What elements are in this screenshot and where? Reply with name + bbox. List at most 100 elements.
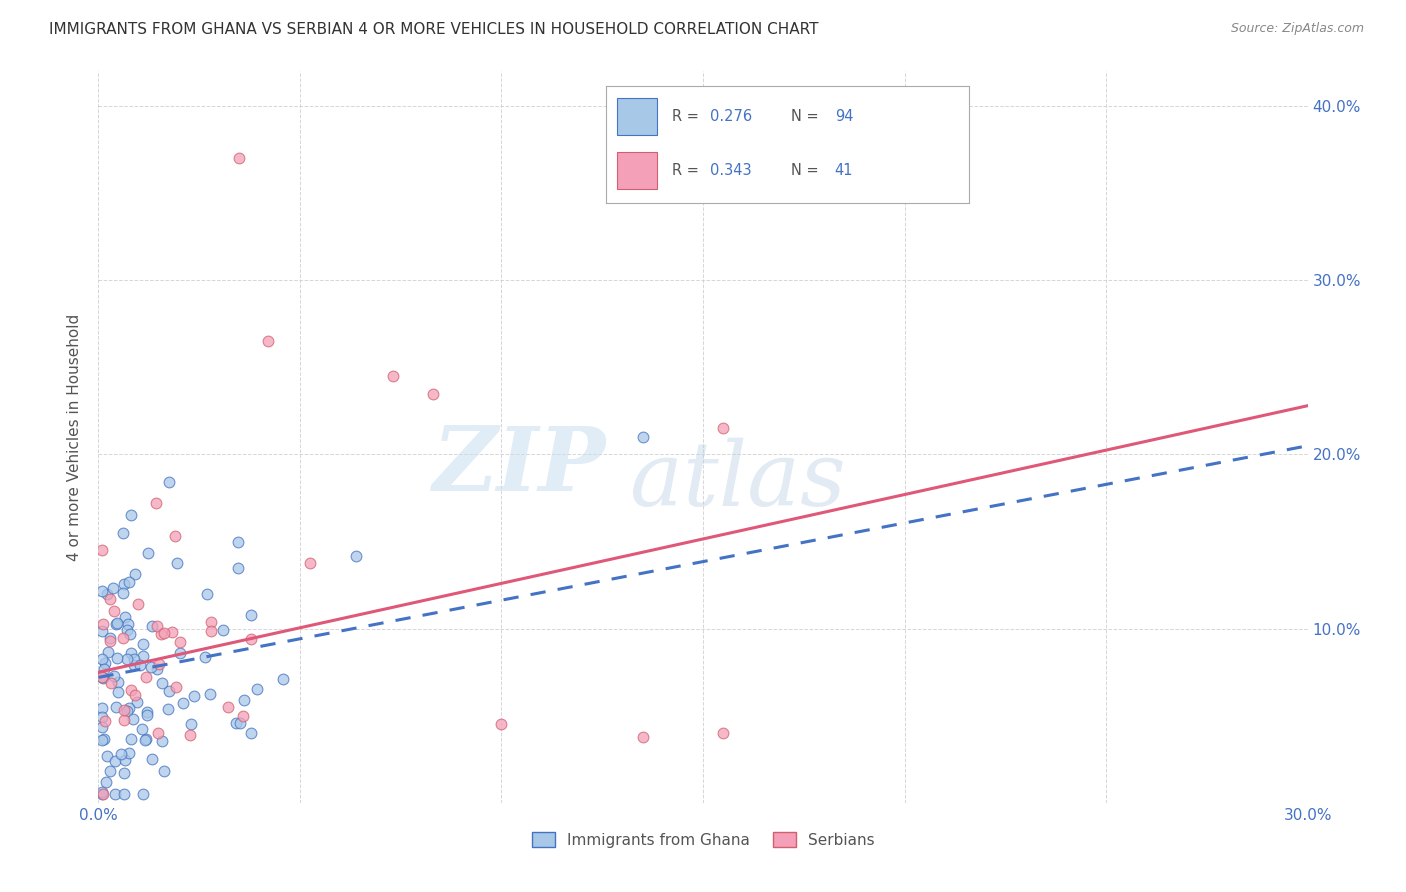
Point — [228, 561, 250, 575]
Point — [256, 334, 278, 349]
Point — [132, 787, 155, 801]
Point — [118, 575, 141, 590]
Point — [631, 730, 654, 744]
Point — [157, 475, 180, 489]
Point — [165, 680, 187, 694]
Point — [120, 682, 142, 697]
Point — [93, 731, 115, 746]
Point — [229, 715, 252, 730]
Point — [91, 671, 114, 685]
Point — [100, 764, 122, 778]
Point — [115, 624, 138, 638]
Point — [157, 684, 180, 698]
Point — [200, 615, 222, 630]
Point — [150, 734, 173, 748]
Point — [165, 529, 187, 543]
Point — [94, 656, 117, 670]
Point — [298, 556, 321, 570]
Point — [91, 651, 114, 665]
Point — [117, 616, 139, 631]
Point — [271, 673, 294, 687]
Point — [153, 626, 176, 640]
Point — [94, 775, 117, 789]
Point — [169, 646, 191, 660]
Point — [111, 632, 134, 646]
Point — [110, 747, 132, 761]
Point — [112, 713, 135, 727]
Point — [112, 577, 135, 591]
Point — [112, 787, 135, 801]
Point — [240, 607, 263, 622]
Point — [91, 670, 114, 684]
Point — [114, 765, 136, 780]
Point — [103, 582, 125, 596]
Point — [228, 152, 250, 166]
Point — [226, 535, 249, 549]
Point — [115, 651, 138, 665]
Point — [107, 675, 129, 690]
Point — [422, 386, 444, 401]
Point — [132, 649, 155, 664]
Point — [239, 726, 262, 740]
Point — [198, 687, 221, 701]
Point — [91, 624, 114, 639]
Point — [631, 430, 654, 444]
Text: ZIP: ZIP — [433, 423, 606, 509]
Point — [145, 619, 167, 633]
Point — [179, 728, 201, 742]
Point — [91, 710, 114, 724]
Point — [136, 546, 159, 560]
Point — [183, 690, 205, 704]
Point — [146, 661, 169, 675]
Point — [103, 669, 125, 683]
Point — [104, 754, 127, 768]
Point — [169, 634, 191, 648]
Point — [91, 584, 114, 599]
Point — [91, 670, 114, 684]
Point — [212, 623, 235, 637]
Point — [148, 726, 170, 740]
Point — [225, 716, 247, 731]
Point — [491, 717, 513, 731]
Point — [148, 657, 170, 671]
Point — [124, 688, 146, 702]
Point — [150, 676, 173, 690]
Point — [711, 726, 734, 740]
Point — [120, 646, 142, 660]
Point — [122, 651, 145, 665]
Point — [98, 592, 121, 607]
Point — [160, 625, 183, 640]
Point — [91, 701, 114, 715]
Point — [93, 662, 115, 676]
Point — [91, 732, 114, 747]
Legend: Immigrants from Ghana, Serbians: Immigrants from Ghana, Serbians — [526, 825, 880, 854]
Point — [200, 624, 222, 638]
Point — [93, 714, 115, 728]
Point — [711, 421, 734, 435]
Point — [232, 693, 254, 707]
Y-axis label: 4 or more Vehicles in Household: 4 or more Vehicles in Household — [67, 313, 83, 561]
Point — [217, 700, 239, 714]
Point — [136, 705, 159, 719]
Point — [166, 556, 188, 570]
Point — [118, 700, 141, 714]
Point — [127, 695, 149, 709]
Point — [91, 787, 114, 801]
Point — [141, 618, 163, 632]
Point — [135, 670, 157, 684]
Point — [180, 717, 202, 731]
Point — [91, 720, 114, 734]
Point — [239, 632, 262, 647]
Point — [117, 704, 139, 718]
Point — [122, 658, 145, 673]
Point — [91, 616, 114, 631]
Point — [127, 597, 149, 611]
Point — [141, 751, 163, 765]
Point — [98, 631, 121, 645]
Point — [114, 753, 136, 767]
Point — [128, 658, 150, 673]
Point — [120, 732, 142, 747]
Point — [157, 702, 180, 716]
Point — [105, 617, 128, 632]
Point — [100, 676, 122, 690]
